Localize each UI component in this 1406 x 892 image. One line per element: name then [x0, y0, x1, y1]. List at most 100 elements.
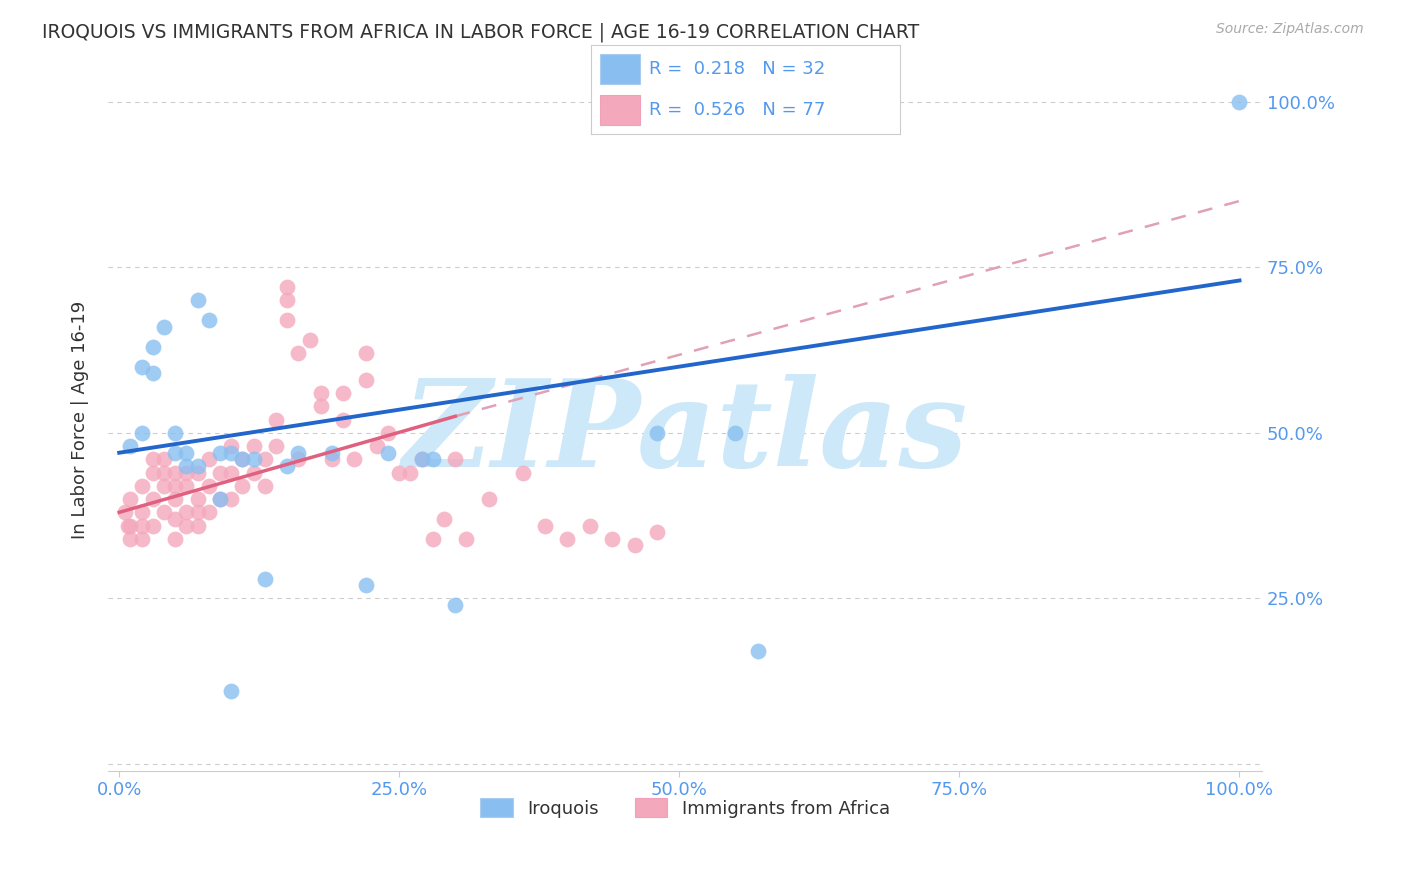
Point — [433, 512, 456, 526]
Point — [253, 572, 276, 586]
Point — [645, 525, 668, 540]
Point — [142, 340, 165, 354]
Point — [456, 532, 478, 546]
Point — [219, 684, 242, 698]
Point — [298, 333, 321, 347]
Point — [208, 492, 231, 507]
Point — [354, 373, 377, 387]
Point — [176, 505, 198, 519]
FancyBboxPatch shape — [600, 95, 640, 125]
Point — [142, 366, 165, 380]
Point — [120, 518, 142, 533]
Point — [198, 479, 221, 493]
Point — [165, 466, 187, 480]
Point — [242, 466, 264, 480]
Point — [231, 452, 253, 467]
Point — [208, 466, 231, 480]
Point — [276, 280, 298, 294]
Point — [208, 446, 231, 460]
Point — [187, 466, 209, 480]
Point — [321, 446, 343, 460]
Point — [165, 446, 187, 460]
Point — [242, 439, 264, 453]
Text: Source: ZipAtlas.com: Source: ZipAtlas.com — [1216, 22, 1364, 37]
Point — [478, 492, 501, 507]
Point — [366, 439, 388, 453]
Point — [165, 532, 187, 546]
Point — [176, 479, 198, 493]
Point — [600, 532, 623, 546]
Point — [131, 359, 153, 374]
Point — [142, 518, 165, 533]
Point — [153, 466, 176, 480]
Point — [120, 532, 142, 546]
Point — [198, 452, 221, 467]
Point — [309, 400, 332, 414]
Point — [187, 505, 209, 519]
Legend: Iroquois, Immigrants from Africa: Iroquois, Immigrants from Africa — [472, 791, 897, 825]
Point — [165, 492, 187, 507]
Point — [142, 466, 165, 480]
Point — [231, 452, 253, 467]
Point — [253, 452, 276, 467]
Point — [747, 644, 769, 658]
Point — [231, 479, 253, 493]
Point — [444, 598, 467, 612]
Y-axis label: In Labor Force | Age 16-19: In Labor Force | Age 16-19 — [72, 301, 89, 539]
Point — [187, 293, 209, 308]
Point — [578, 518, 600, 533]
Point — [377, 446, 399, 460]
Point — [276, 313, 298, 327]
Point — [153, 479, 176, 493]
Point — [153, 319, 176, 334]
Point — [165, 479, 187, 493]
Point — [187, 458, 209, 473]
Point — [142, 492, 165, 507]
Point — [153, 505, 176, 519]
Point — [208, 492, 231, 507]
Point — [219, 466, 242, 480]
Point — [287, 452, 309, 467]
Point — [176, 458, 198, 473]
Text: R =  0.526   N = 77: R = 0.526 N = 77 — [650, 101, 825, 119]
Point — [142, 452, 165, 467]
Point — [422, 532, 444, 546]
Point — [264, 412, 287, 426]
Point — [187, 492, 209, 507]
Point — [276, 293, 298, 308]
Point — [219, 492, 242, 507]
Point — [377, 425, 399, 440]
Point — [176, 446, 198, 460]
Point — [555, 532, 578, 546]
Point — [153, 452, 176, 467]
Point — [354, 346, 377, 360]
Point — [444, 452, 467, 467]
Point — [724, 425, 747, 440]
Point — [165, 425, 187, 440]
Point — [332, 386, 354, 401]
Point — [198, 313, 221, 327]
Point — [422, 452, 444, 467]
Point — [276, 458, 298, 473]
Point — [512, 466, 534, 480]
Point — [120, 492, 142, 507]
Point — [411, 452, 433, 467]
Point — [176, 518, 198, 533]
Point — [287, 346, 309, 360]
Point — [399, 466, 422, 480]
Point — [264, 439, 287, 453]
Point — [623, 539, 645, 553]
Point — [332, 412, 354, 426]
Point — [309, 386, 332, 401]
Point — [219, 439, 242, 453]
Point — [534, 518, 557, 533]
Point — [253, 479, 276, 493]
Point — [187, 518, 209, 533]
Point — [411, 452, 433, 467]
FancyBboxPatch shape — [600, 54, 640, 84]
Point — [219, 446, 242, 460]
Text: ZIPatlas: ZIPatlas — [402, 375, 967, 493]
Point — [198, 505, 221, 519]
Point — [131, 505, 153, 519]
Text: IROQUOIS VS IMMIGRANTS FROM AFRICA IN LABOR FORCE | AGE 16-19 CORRELATION CHART: IROQUOIS VS IMMIGRANTS FROM AFRICA IN LA… — [42, 22, 920, 42]
